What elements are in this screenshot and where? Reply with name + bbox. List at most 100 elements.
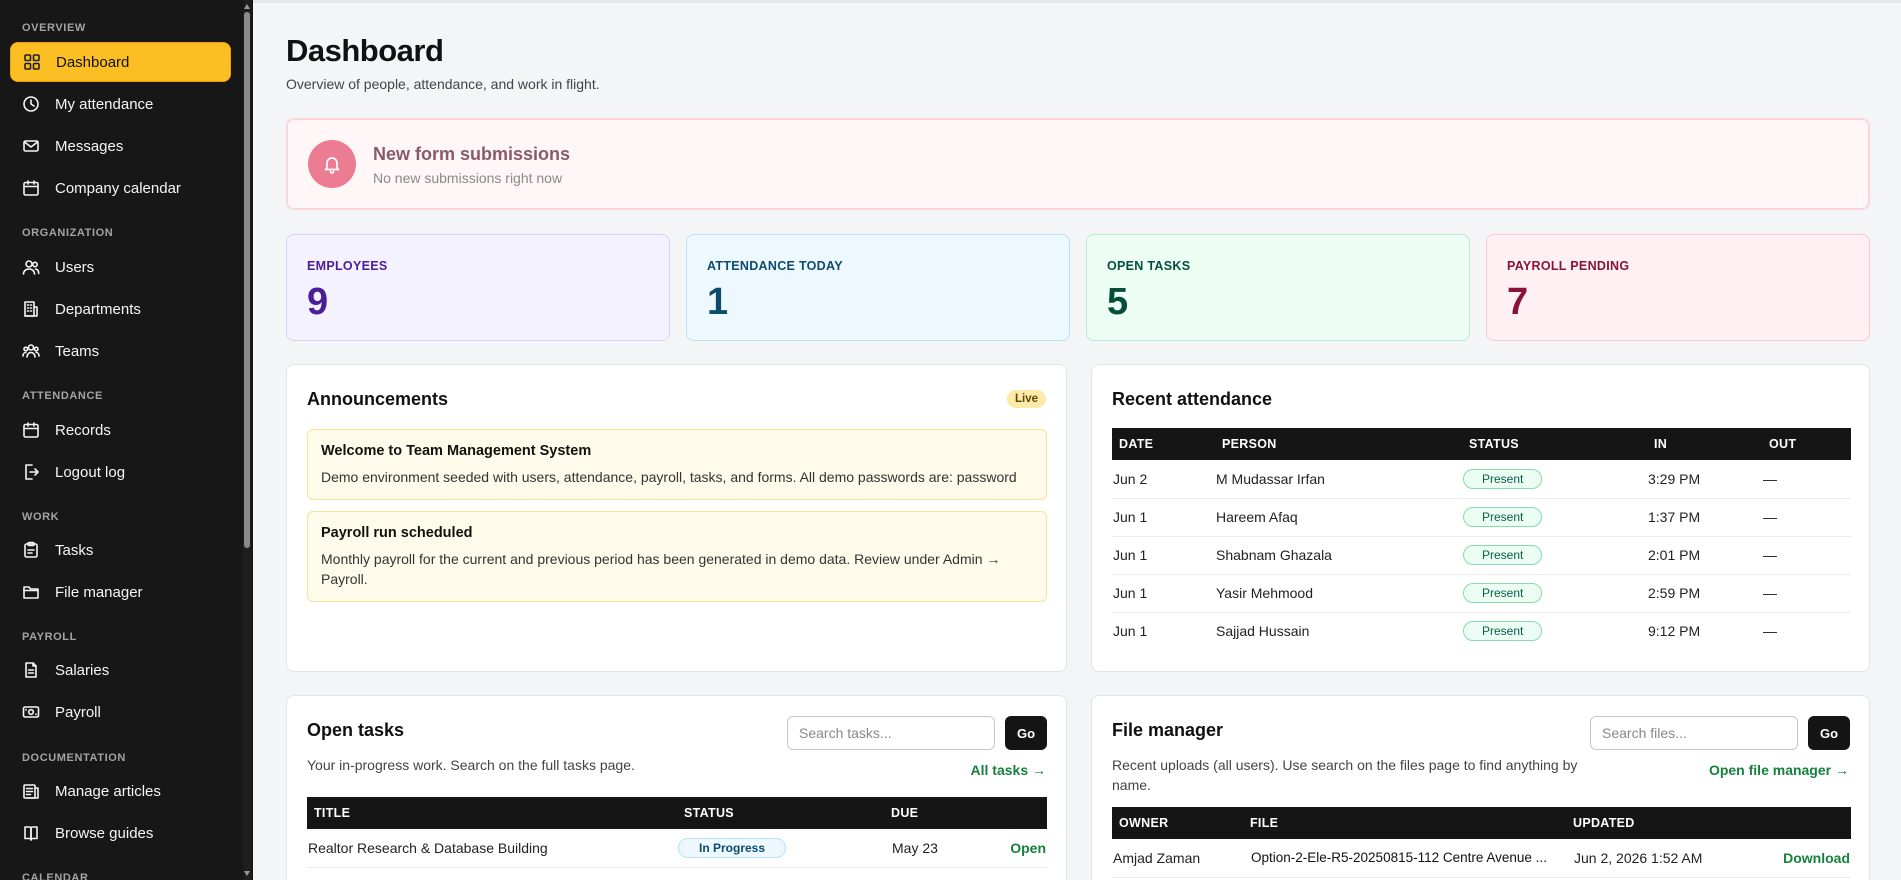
sidebar-item-file-manager[interactable]: File manager [10,572,231,612]
section-work: WORK [22,511,60,523]
file-search-input[interactable]: Search files... [1590,716,1798,750]
file-search-go-button[interactable]: Go [1808,716,1850,750]
in-time-cell: 1:37 PM [1647,498,1762,537]
stat-value: 5 [1107,281,1129,323]
date-cell: Jun 1 [1112,574,1215,613]
team-icon [22,342,40,360]
in-time-cell: 2:01 PM [1647,536,1762,575]
sidebar-item-label: File manager [55,583,143,601]
status-badge: Present [1463,507,1543,527]
download-link[interactable]: Download [1754,839,1851,878]
updated-cell: Jun 2, 2026 1:52 AM [1566,839,1754,878]
table-row: Jun 2 M Mudassar Irfan Present 3:29 PM — [1112,460,1851,499]
all-tasks-link[interactable]: All tasks → [970,762,1046,778]
date-cell: Jun 1 [1112,498,1215,537]
column-header: TITLE [307,797,677,829]
out-time-cell: — [1762,460,1851,499]
table-row: Jun 1 Yasir Mehmood Present 2:59 PM — [1112,574,1851,613]
stat-value: 7 [1507,281,1529,323]
task-search-input[interactable]: Search tasks... [787,716,995,750]
folder-icon [22,583,40,601]
person-cell: M Mudassar Irfan [1215,460,1462,499]
sidebar-item-teams[interactable]: Teams [10,331,231,371]
users-icon [22,258,40,276]
table-row: Jun 1 Sajjad Hussain Present 9:12 PM — [1112,612,1851,650]
scroll-down-arrow-icon[interactable] [244,871,250,876]
announcement-title: Welcome to Team Management System [321,443,592,459]
sidebar-item-dashboard[interactable]: Dashboard [10,42,231,82]
column-header [1754,807,1851,839]
table-row: Amjad Zaman Option-2-Ele-R5-20250815-112… [1112,839,1851,878]
open-tasks-subtitle: Your in-progress work. Search on the ful… [307,757,635,773]
sidebar-scrollbar[interactable] [243,0,251,880]
out-time-cell: — [1762,574,1851,613]
announcements-title: Announcements [307,389,449,409]
sidebar-item-payroll[interactable]: Payroll [10,692,231,732]
sidebar-item-logout-log[interactable]: Logout log [10,452,231,492]
stat-value: 1 [707,281,729,323]
open-file-manager-link[interactable]: Open file manager → [1708,762,1849,778]
sidebar-item-browse-guides[interactable]: Browse guides [10,813,231,853]
sidebar-item-my-attendance[interactable]: My attendance [10,84,231,124]
file-name-cell: Option-2-Ele-R5-20250815-112 Centre Aven… [1243,839,1566,878]
sidebar-item-users[interactable]: Users [10,247,231,287]
date-cell: Jun 2 [1112,460,1215,499]
out-time-cell: — [1763,623,1777,640]
open-tasks-card: Open tasks Your in-progress work. Search… [286,695,1067,880]
alert-title: New form submissions [373,144,571,164]
page-title: Dashboard [286,33,444,68]
sidebar-item-records[interactable]: Records [10,410,231,450]
in-time-cell: 9:12 PM [1648,623,1701,640]
live-badge: Live [1006,390,1046,408]
files-table: OWNER FILE UPDATED Amjad Zaman Option-2-… [1112,807,1851,878]
column-header: STATUS [1462,428,1647,460]
task-title-cell: Realtor Research & Database Building [307,829,677,868]
sidebar-item-manage-articles[interactable]: Manage articles [10,771,231,811]
file-manager-subtitle: Recent uploads (all users). Use search o… [1112,757,1578,793]
column-header: DATE [1112,428,1215,460]
scroll-up-arrow-icon[interactable] [244,4,250,9]
sidebar-item-messages[interactable]: Messages [10,126,231,166]
announcements-card: Announcements Live Welcome to Team Manag… [286,364,1067,672]
file-manager-title: File manager [1112,720,1224,740]
person-cell: Hareem Afaq [1215,498,1462,537]
column-header: IN [1647,428,1762,460]
stat-value: 9 [307,281,329,323]
money-icon [22,703,40,721]
section-payroll: PAYROLL [22,631,77,643]
sidebar-item-departments[interactable]: Departments [10,289,231,329]
open-task-link[interactable]: Open [992,829,1047,868]
sidebar-scrollbar-thumb[interactable] [244,12,250,548]
sidebar-item-label: Company calendar [55,179,181,197]
task-search-go-button[interactable]: Go [1005,716,1047,750]
table-header-row: DATE PERSON STATUS IN OUT [1112,428,1851,460]
sidebar-item-label: Manage articles [55,782,161,800]
owner-cell: Amjad Zaman [1112,839,1243,878]
articles-icon [22,782,40,800]
sidebar-item-tasks[interactable]: Tasks [10,530,231,570]
column-header: UPDATED [1566,807,1754,839]
stat-label: EMPLOYEES [307,259,388,273]
recent-attendance-card: Recent attendance DATE PERSON STATUS IN … [1091,364,1870,672]
status-badge: Present [1463,545,1543,565]
status-badge: In Progress [678,837,787,858]
stat-card-attendance-today: ATTENDANCE TODAY 1 [686,234,1070,341]
announcement-item: Payroll run scheduled Monthly payroll fo… [307,511,1047,602]
top-divider [253,0,1901,3]
sidebar-item-label: Messages [55,137,124,155]
clock-icon [22,95,40,113]
file-manager-card: File manager Recent uploads (all users).… [1091,695,1870,880]
sidebar-item-company-calendar[interactable]: Company calendar [10,168,231,208]
in-time-cell: 3:29 PM [1647,460,1762,499]
calendar-icon [22,421,40,439]
status-badge: Present [1463,468,1543,489]
due-cell: May 23 [884,829,992,868]
stat-label: ATTENDANCE TODAY [707,259,843,273]
stat-card-payroll-pending: PAYROLL PENDING 7 [1486,234,1870,341]
section-attendance: ATTENDANCE [22,390,103,402]
in-time-cell: 2:59 PM [1647,574,1762,613]
announcement-body: Monthly payroll for the current and prev… [321,551,1001,587]
sidebar-item-salaries[interactable]: Salaries [10,650,231,690]
column-header: FILE [1243,807,1566,839]
announcement-title: Payroll run scheduled [321,525,473,541]
